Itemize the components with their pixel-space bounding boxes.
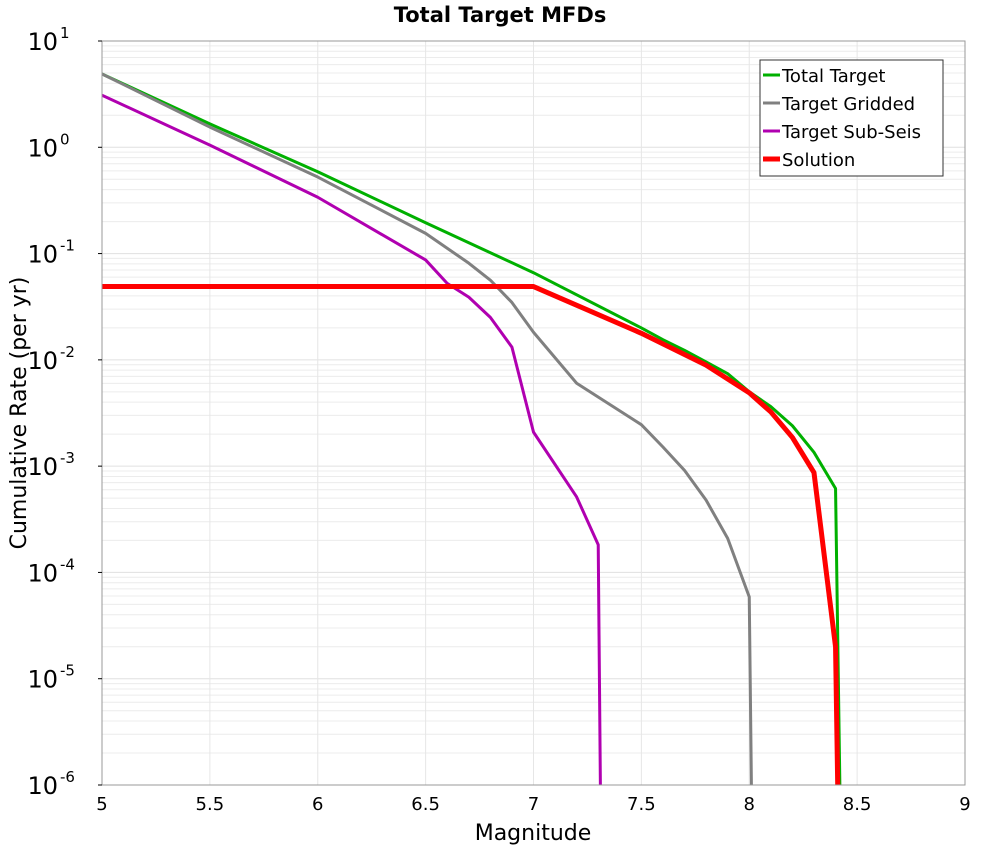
- y-tick-exponent: -5: [60, 662, 75, 680]
- grid: [101, 41, 966, 786]
- y-axis-label: Cumulative Rate (per yr): [7, 277, 32, 550]
- x-tick-label: 5: [96, 794, 107, 815]
- x-tick-label: 6: [312, 794, 323, 815]
- legend-box: [759, 59, 944, 177]
- y-tick-exponent: -1: [60, 237, 75, 255]
- x-tick-label: 8: [744, 794, 755, 815]
- x-axis-label: Magnitude: [475, 821, 592, 846]
- x-tick-label: 9: [959, 794, 970, 815]
- y-tick-label: 10: [27, 559, 58, 587]
- legend-label: Total Target: [781, 66, 885, 87]
- y-tick-exponent: -2: [60, 343, 75, 361]
- legend-label: Target Sub-Seis: [781, 122, 921, 143]
- y-tick-label: 10: [27, 453, 58, 481]
- y-tick-exponent: -3: [60, 449, 75, 467]
- x-tick-label: 7.5: [627, 794, 656, 815]
- y-tick-exponent: -4: [60, 555, 75, 573]
- series-line-total-target: [102, 72, 842, 785]
- y-tick-label: 10: [27, 666, 58, 694]
- y-tick-label: 10: [27, 241, 58, 269]
- series-line-solution: [102, 284, 841, 785]
- x-tick-label: 7: [528, 794, 539, 815]
- series-line-target-gridded: [102, 72, 753, 785]
- legend: Total Target Target Gridded Target Sub-Sei…: [759, 59, 944, 177]
- legend-label: Target Gridded: [781, 94, 915, 115]
- series-line-target-sub-seis: [102, 93, 602, 785]
- x-tick-label: 8.5: [843, 794, 872, 815]
- y-tick-label: 10: [27, 772, 58, 800]
- chart-title: Total Target MFDs: [394, 3, 607, 27]
- series-lines: [102, 72, 842, 785]
- x-tick-label: 6.5: [411, 794, 440, 815]
- x-tick-label: 5.5: [196, 794, 225, 815]
- y-tick-label: 10: [27, 347, 58, 375]
- y-tick-label: 10: [27, 134, 58, 162]
- y-tick-label: 10: [27, 28, 58, 56]
- tick-labels: 5 5.5 6 6.5 7 7.5 8 8.5 910 110 010 -110 -210 -310 -41…: [27, 24, 970, 815]
- y-tick-exponent: -6: [60, 768, 75, 786]
- y-tick-exponent: 0: [60, 130, 70, 148]
- plot-frame: [101, 40, 966, 786]
- legend-label: Solution: [782, 150, 855, 171]
- y-tick-exponent: 1: [60, 24, 70, 42]
